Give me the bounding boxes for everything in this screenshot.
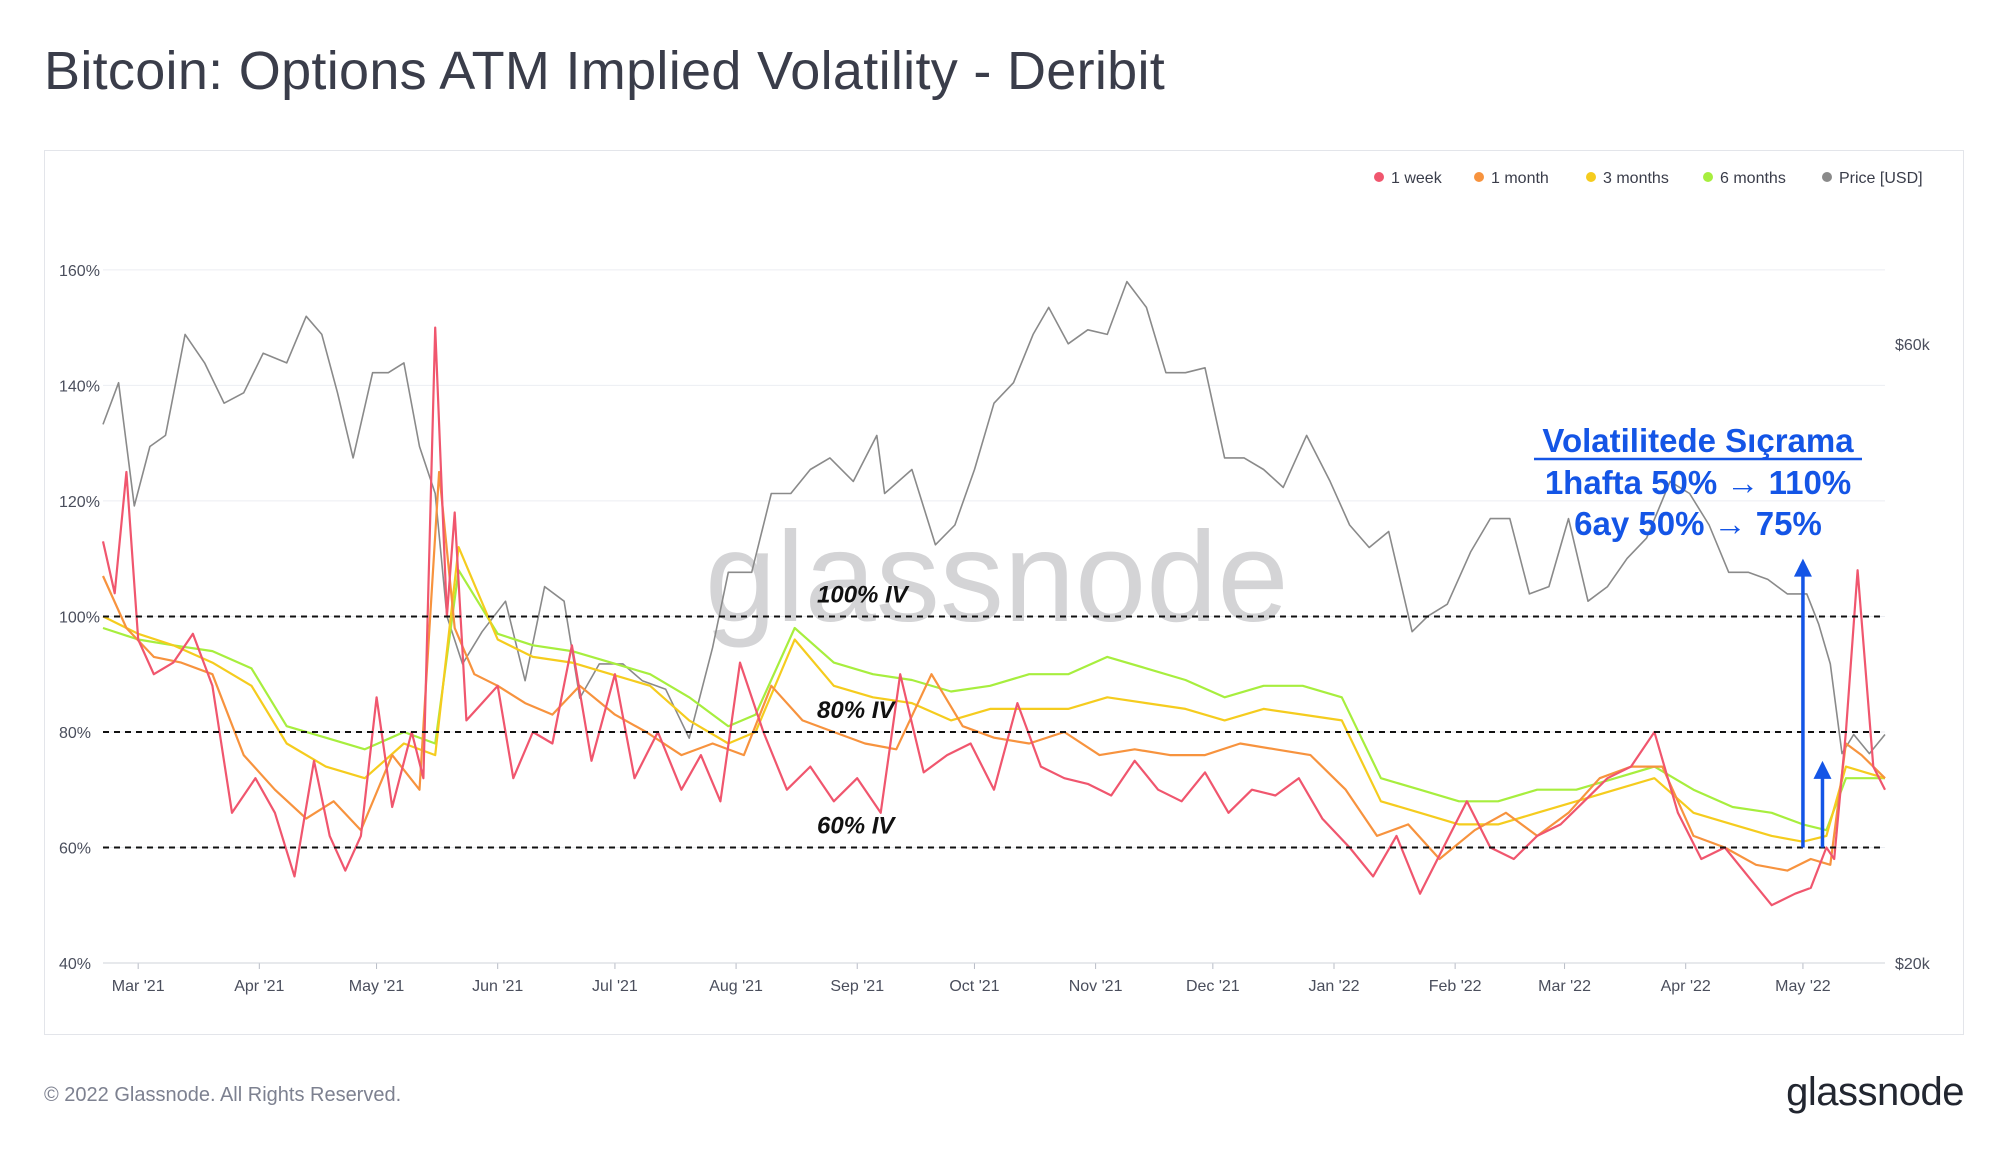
reference-line-label: 80% IV — [817, 697, 896, 724]
legend: 1 week 1 month 3 months 6 months Price [USD] — [1374, 170, 1923, 187]
page-title: Bitcoin: Options ATM Implied Volatility … — [44, 41, 1166, 101]
annotation-arrow-head — [1793, 558, 1812, 577]
x-tick-label: Jun '21 — [472, 978, 523, 995]
legend-label: 6 months — [1720, 170, 1786, 187]
legend-item-1m: 1 month — [1474, 170, 1549, 187]
y-axis-right: $20k $60k — [1895, 337, 1931, 973]
legend-marker — [1822, 172, 1832, 182]
x-tick-label: Oct '21 — [949, 978, 999, 995]
x-tick-label: Apr '22 — [1661, 978, 1711, 995]
legend-item-3m: 3 months — [1586, 170, 1669, 187]
footer-logo: glassnode — [1786, 1070, 1964, 1114]
x-tick-label: May '21 — [349, 978, 405, 995]
x-tick-label: Nov '21 — [1069, 978, 1123, 995]
legend-item-6m: 6 months — [1703, 170, 1786, 187]
series-line-1w — [101, 326, 1886, 907]
y-left-tick-label: 80% — [59, 725, 91, 742]
annotation-arrow-head — [1813, 760, 1832, 779]
x-tick-label: Apr '21 — [234, 978, 284, 995]
x-tick-label: Jul '21 — [592, 978, 638, 995]
legend-item-price: Price [USD] — [1822, 170, 1923, 187]
footer-copyright: © 2022 Glassnode. All Rights Reserved. — [44, 1084, 402, 1106]
x-tick-label: Dec '21 — [1186, 978, 1240, 995]
legend-marker — [1703, 172, 1713, 182]
series-line-6m — [102, 569, 1885, 832]
y-left-tick-label: 120% — [59, 494, 100, 511]
x-tick-label: Jan '22 — [1308, 978, 1359, 995]
y-right-tick-label: $60k — [1895, 337, 1931, 354]
x-tick-label: Mar '21 — [112, 978, 165, 995]
annotation-heading: Volatilitede Sıçrama — [1542, 422, 1854, 459]
legend-marker — [1586, 172, 1596, 182]
legend-label: 1 week — [1391, 170, 1443, 187]
reference-lines: 100% IV 80% IV 60% IV — [103, 581, 1885, 849]
reference-line-label: 60% IV — [817, 812, 896, 839]
annotation: Volatilitede Sıçrama 1hafta 50% → 110% 6ay… — [1534, 422, 1862, 848]
x-tick-label: May '22 — [1775, 978, 1831, 995]
legend-label: 1 month — [1491, 170, 1549, 187]
legend-label: Price [USD] — [1839, 170, 1923, 187]
y-right-tick-label: $20k — [1895, 956, 1931, 973]
y-left-tick-label: 60% — [59, 840, 91, 857]
x-tick-label: Sep '21 — [830, 978, 884, 995]
watermark: glassnode — [705, 506, 1289, 649]
y-left-tick-label: 160% — [59, 263, 100, 280]
annotation-line: 6ay 50% → 75% — [1574, 505, 1822, 542]
y-left-tick-label: 100% — [59, 609, 100, 626]
x-tick-label: Aug '21 — [709, 978, 763, 995]
series-line-price — [102, 280, 1886, 755]
legend-label: 3 months — [1603, 170, 1669, 187]
y-left-tick-label: 140% — [59, 378, 100, 395]
chart-panel: glassnode 40% 60% 80% 100% 120% 140% 160% $20k… — [44, 150, 1964, 1035]
legend-item-1w: 1 week — [1374, 170, 1443, 187]
chart-svg: glassnode 40% 60% 80% 100% 120% 140% 160% $20k… — [59, 170, 1931, 995]
y-axis-left: 40% 60% 80% 100% 120% 140% 160% — [59, 263, 100, 973]
y-left-tick-label: 40% — [59, 956, 91, 973]
legend-marker — [1374, 172, 1384, 182]
x-axis: Mar '21 Apr '21 May '21 Jun '21 Jul '21 Aug '… — [103, 962, 1885, 995]
x-tick-label: Mar '22 — [1538, 978, 1591, 995]
reference-line-label: 100% IV — [817, 581, 910, 608]
series-lines — [101, 280, 1886, 907]
legend-marker — [1474, 172, 1484, 182]
x-tick-label: Feb '22 — [1429, 978, 1482, 995]
annotation-line: 1hafta 50% → 110% — [1545, 464, 1851, 501]
